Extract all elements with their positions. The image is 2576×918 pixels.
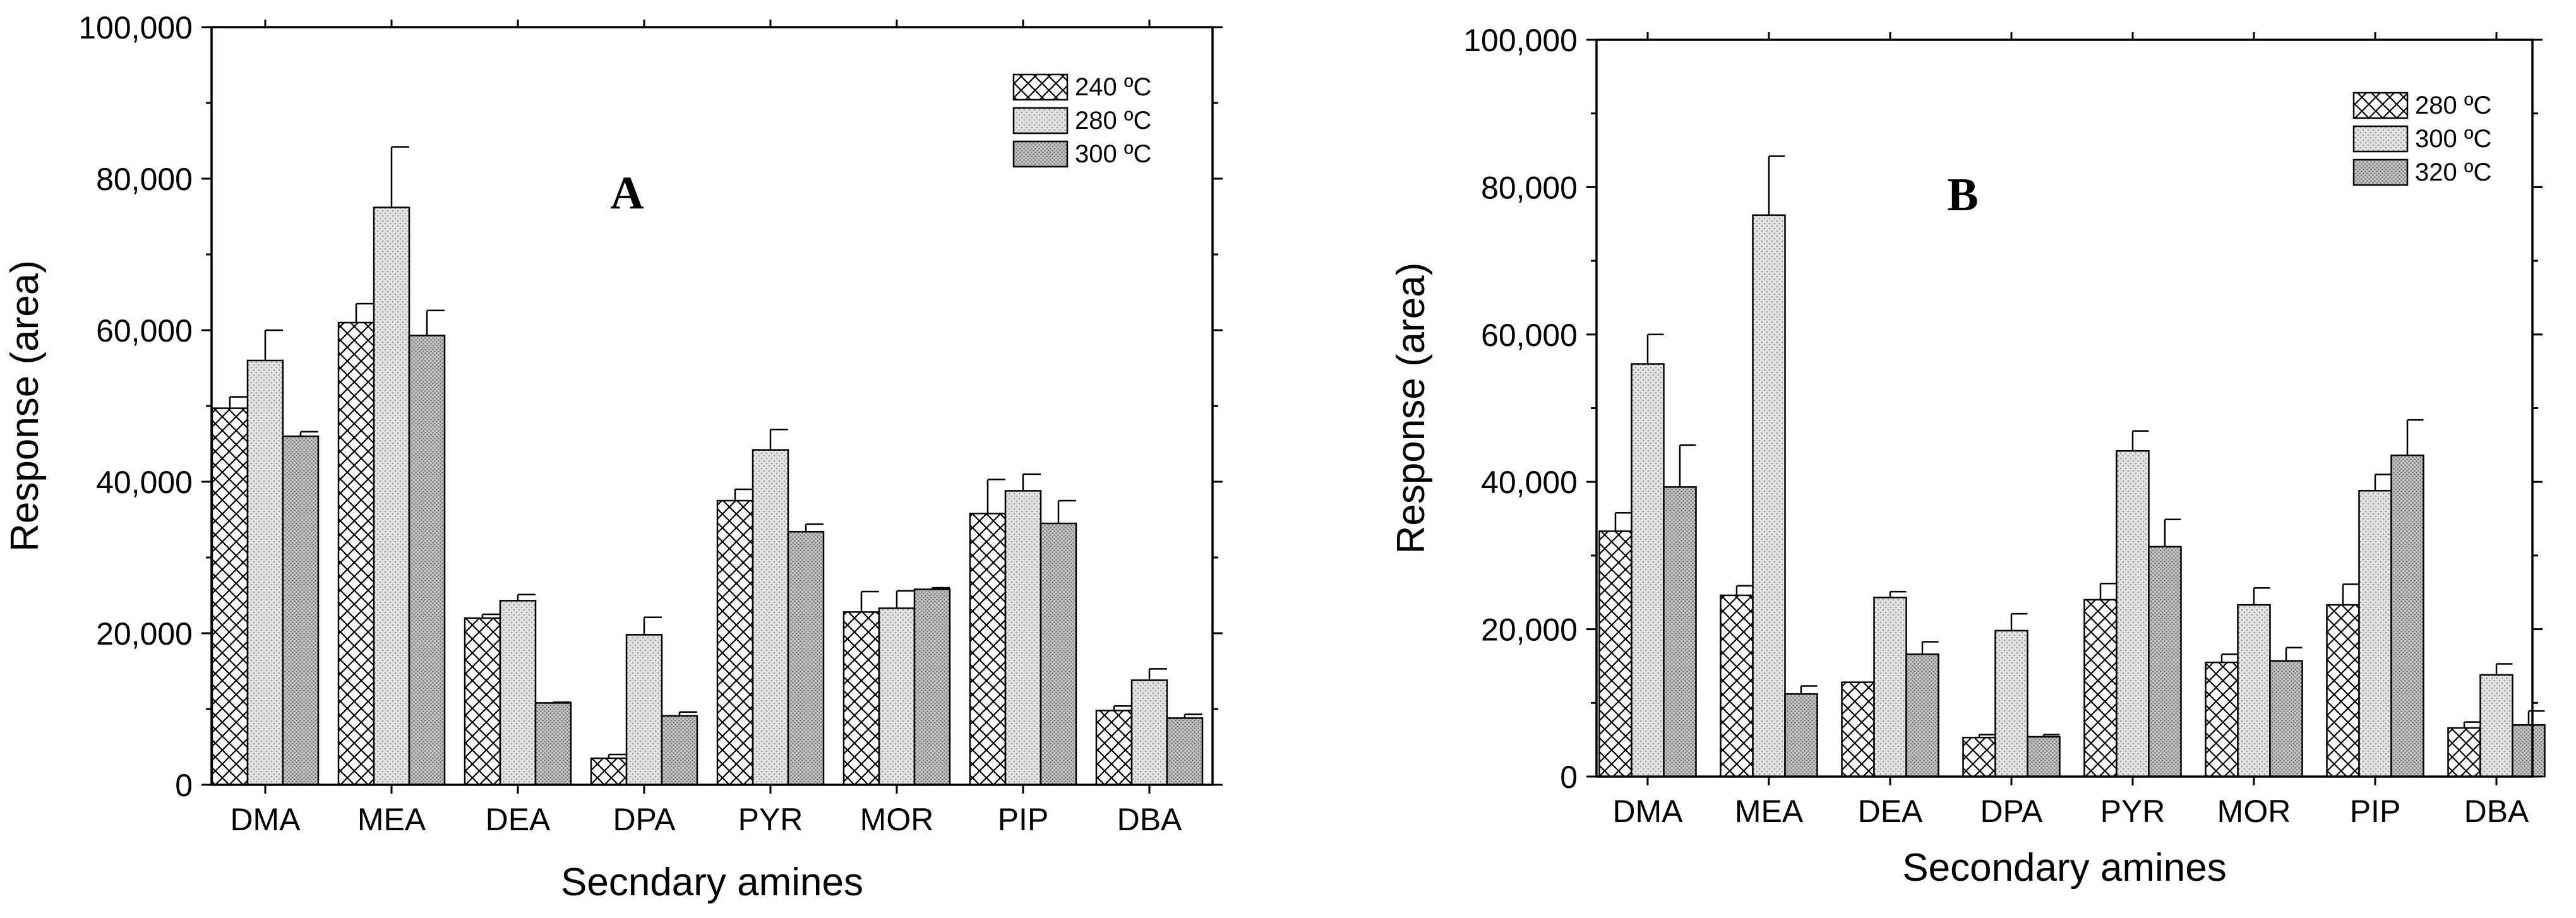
legend-label-series-1: 240 ºC [1075,73,1151,101]
bar-dpa-series-3 [2027,736,2061,778]
bar-pyr-series-2 [752,449,789,786]
bar-dma-series-2 [246,359,284,786]
x-tick-label-dea: DEA [486,802,551,837]
legend-swatch-series-2 [1012,107,1069,134]
bar-pyr-series-3 [787,530,825,786]
bar-dma-series-1 [1598,530,1632,778]
bar-pip-series-1 [969,513,1007,786]
y-tick-label: 80,000 [1481,170,1578,205]
panel-label: B [1947,169,1978,221]
chart-panel-a: 0 20,000 40,000 60,000 80,000 100,000 DMA MEA DE… [3,10,1223,904]
bar-mea-series-2 [1752,214,1786,778]
x-tick-label-dba: DBA [2464,794,2529,829]
x-axis-title: Secndary amines [561,861,863,904]
bar-dma-series-1 [211,407,249,786]
bar-dpa-series-2 [625,634,663,786]
legend-label-series-3: 320 ºC [2415,158,2491,186]
bar-mor-series-1 [842,611,880,786]
bar-mea-series-1 [337,321,375,786]
x-tick-label-pip: PIP [2350,794,2401,829]
bar-dba-series-2 [2479,674,2513,778]
bar-pyr-series-2 [2116,450,2150,778]
bar-pip-series-2 [1004,490,1042,786]
bar-dma-series-3 [282,435,320,786]
x-tick-label-dea: DEA [1858,794,1923,829]
bar-dpa-series-3 [661,715,698,786]
legend-label-series-1: 280 ºC [2415,92,2491,119]
x-tick-label-dpa: DPA [613,802,676,837]
legend-label-series-2: 300 ºC [2415,125,2491,153]
bar-pip-series-3 [2390,454,2424,778]
bar-dea-series-3 [1905,653,1939,778]
bar-mea-series-3 [408,335,446,786]
x-tick-label-dma: DMA [230,802,301,837]
bar-dea-series-1 [1841,681,1875,778]
y-tick-label: 0 [175,768,193,803]
bar-pyr-series-1 [716,499,754,786]
panel-label: A [610,167,644,219]
x-tick-label-dma: DMA [1612,794,1683,829]
bar-dpa-series-1 [1962,736,1996,778]
legend-swatch-series-1 [2352,92,2409,119]
bar-dea-series-2 [499,600,537,786]
bar-dpa-series-1 [590,757,628,786]
y-tick-label: 40,000 [96,465,193,500]
bar-mea-series-2 [373,206,410,786]
bar-dba-series-2 [1130,679,1168,786]
y-tick-label: 60,000 [96,313,193,349]
y-tick-label: 80,000 [96,162,193,197]
x-tick-label-dpa: DPA [1980,794,2043,829]
y-tick-label: 20,000 [96,616,193,652]
bar-dpa-series-2 [1994,629,2028,778]
bar-mor-series-2 [2237,604,2271,778]
y-axis-title: Response (area) [1389,263,1433,554]
bar-mor-series-1 [2205,661,2239,778]
x-tick-label-mea: MEA [1735,794,1804,829]
legend-swatch-series-3 [2352,158,2409,186]
x-tick-label-pip: PIP [998,802,1049,837]
bar-mor-series-3 [913,588,951,786]
x-tick-label-mea: MEA [357,802,426,837]
legend-swatch-series-1 [1012,73,1069,101]
x-tick-label-dba: DBA [1117,802,1182,837]
legend-label-series-3: 300 ºC [1075,140,1151,168]
legend-label-series-2: 280 ºC [1075,107,1151,134]
legend-swatch-series-2 [2352,125,2409,153]
bar-dma-series-3 [1663,486,1697,778]
bar-mor-series-2 [878,607,916,786]
chart-panel-b: 0 20,000 40,000 60,000 80,000 100,000 DMA MEA DE… [1389,23,2546,890]
bar-pyr-series-3 [2148,545,2182,778]
bar-dba-series-1 [2447,727,2481,778]
y-axis-title: Response (area) [3,260,47,552]
bar-mor-series-3 [2269,660,2303,778]
legend-swatch-series-3 [1012,140,1069,168]
y-tick-label: 60,000 [1481,318,1578,353]
x-tick-label-pyr: PYR [738,802,803,837]
x-tick-label-mor: MOR [2217,794,2291,829]
x-tick-label-mor: MOR [860,802,934,837]
bar-dba-series-3 [2512,724,2546,778]
bar-dea-series-3 [534,702,572,786]
bar-mea-series-3 [1784,693,1818,778]
y-tick-label: 100,000 [78,10,193,45]
y-tick-label: 0 [1560,760,1578,795]
bar-dma-series-2 [1631,363,1665,778]
bar-pyr-series-1 [2083,599,2118,778]
bar-pip-series-3 [1039,522,1077,786]
x-tick-label-pyr: PYR [2100,794,2166,829]
bar-dea-series-1 [464,617,501,786]
y-tick-label: 40,000 [1481,465,1578,500]
bar-dea-series-2 [1873,597,1907,778]
x-axis-title: Secondary amines [1902,846,2227,890]
y-tick-label: 20,000 [1481,612,1578,648]
bar-dba-series-1 [1095,710,1133,786]
bar-pip-series-2 [2358,489,2392,778]
bar-dba-series-3 [1166,717,1204,786]
bar-pip-series-1 [2326,604,2360,778]
bar-mea-series-1 [1720,594,1754,778]
y-tick-label: 100,000 [1463,23,1578,58]
